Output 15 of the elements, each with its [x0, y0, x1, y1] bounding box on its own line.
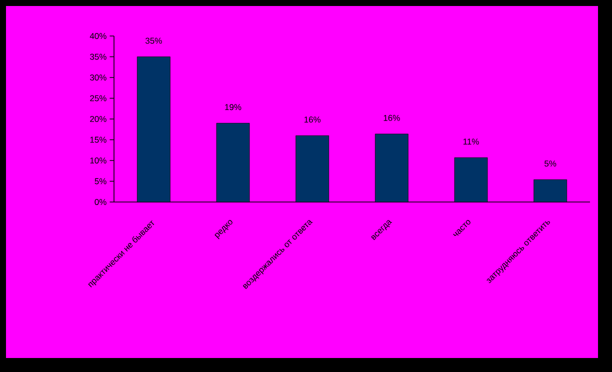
y-tick-label: 20%	[90, 116, 106, 122]
y-tick-label: 0%	[94, 198, 106, 206]
y-tick-label: 10%	[90, 157, 106, 164]
data-label: 16%	[304, 116, 321, 123]
y-tick-label: 5%	[94, 178, 106, 184]
data-label: 16%	[384, 114, 400, 121]
y-tick-label: 40%	[90, 33, 106, 40]
y-tick-label: 35%	[90, 54, 106, 60]
y-tick-label: 15%	[90, 136, 106, 143]
data-label: 11%	[463, 138, 479, 145]
y-tick-label: 25%	[90, 95, 106, 102]
y-tick-label: 30%	[90, 74, 106, 81]
data-label: 35%	[145, 38, 162, 44]
data-label: 5%	[544, 160, 556, 167]
data-label: 19%	[225, 104, 242, 110]
